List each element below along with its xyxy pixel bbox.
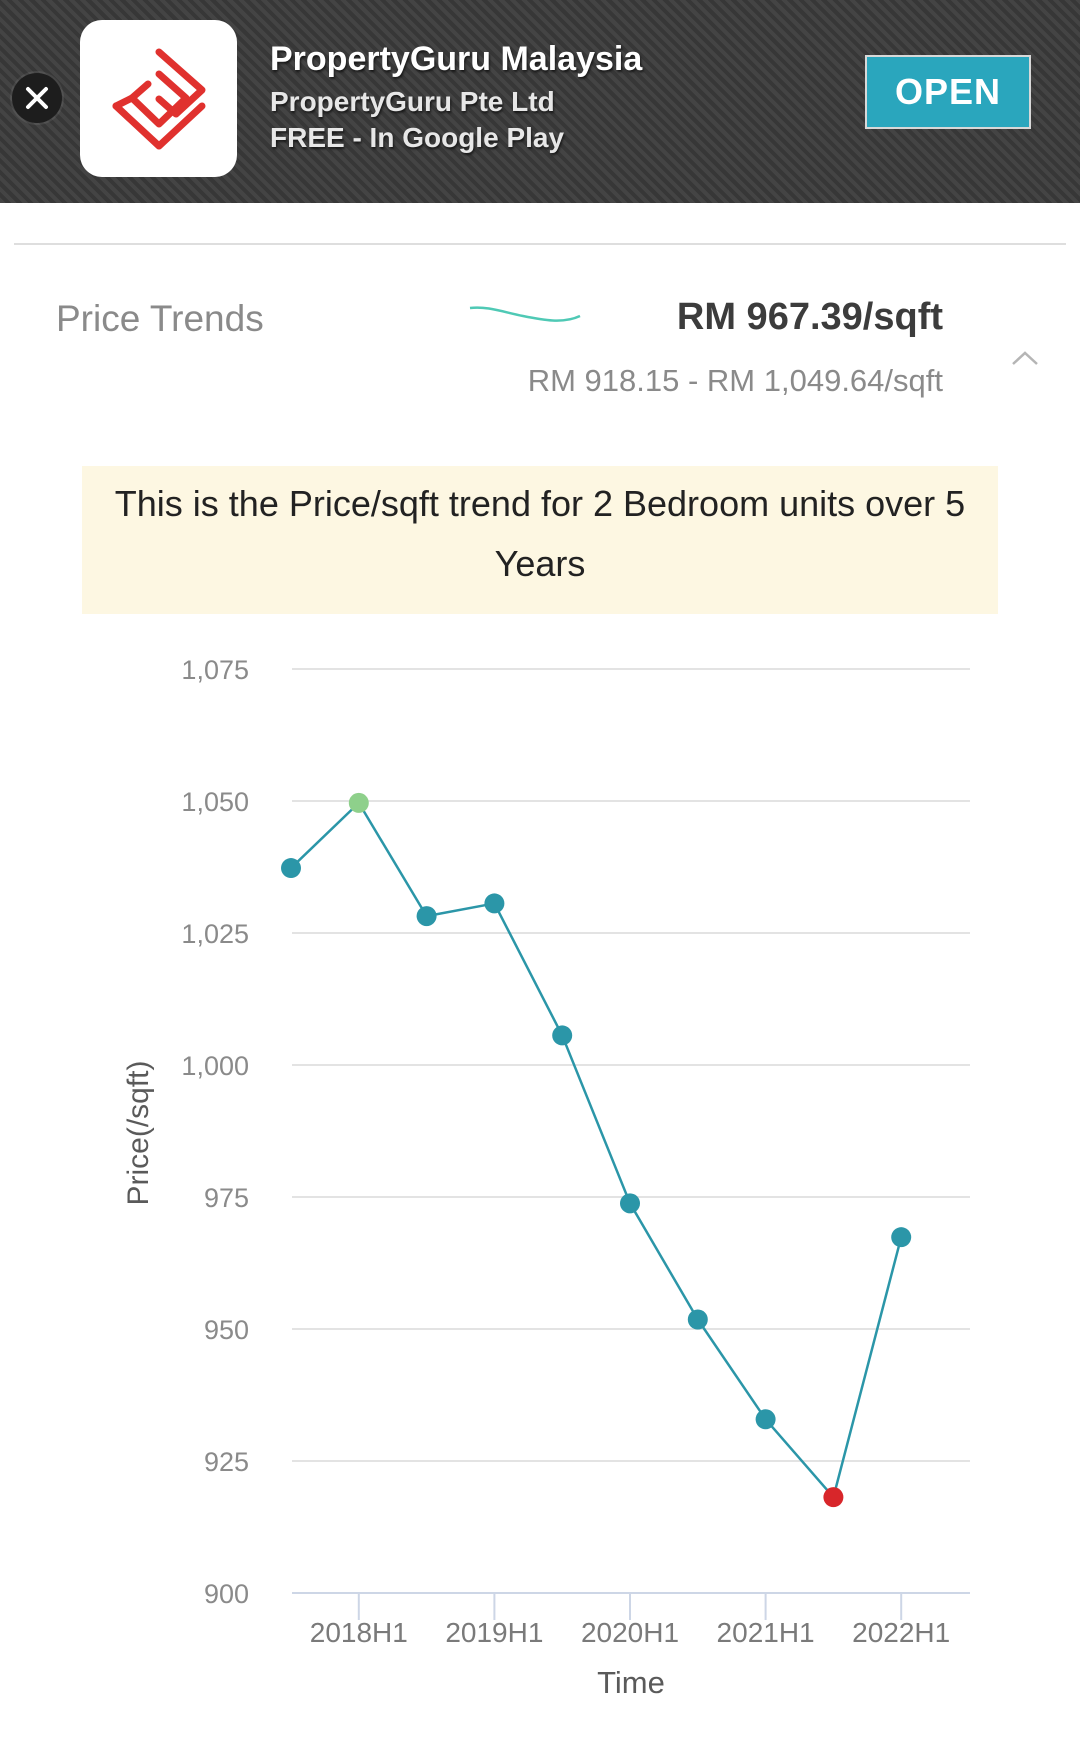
price-range: RM 918.15 - RM 1,049.64/sqft [527, 363, 943, 398]
y-tick-label: 1,025 [181, 919, 249, 949]
current-price-value: RM 967.39/sqft [676, 296, 943, 338]
chevron-up-icon [1012, 351, 1038, 365]
trend-info-text: This is the Price/sqft trend for 2 Bedro… [114, 483, 966, 584]
trend-info-box: This is the Price/sqft trend for 2 Bedro… [82, 466, 998, 614]
y-tick-label: 1,000 [181, 1051, 249, 1081]
chart-grid [292, 668, 970, 1462]
x-tick-label: 2022H1 [852, 1617, 950, 1648]
data-point[interactable] [687, 1309, 708, 1330]
y-tick-label: 925 [204, 1447, 249, 1477]
collapse-button[interactable] [1010, 348, 1040, 373]
section-divider [14, 243, 1066, 245]
open-app-button[interactable]: OPEN [865, 55, 1031, 129]
x-axis-title: Time [597, 1665, 665, 1700]
data-point[interactable] [755, 1409, 776, 1430]
data-point[interactable] [416, 906, 437, 927]
data-point[interactable] [552, 1025, 573, 1046]
y-tick-label: 975 [204, 1183, 249, 1213]
propertyguru-logo-icon [112, 48, 205, 149]
app-name: PropertyGuru Malaysia [270, 40, 643, 78]
close-banner-button[interactable] [12, 73, 62, 123]
data-point[interactable] [620, 1193, 640, 1214]
max-data-point[interactable] [348, 792, 369, 813]
app-install-banner: PropertyGuru Malaysia PropertyGuru Pte L… [0, 0, 1080, 203]
x-tick-label: 2021H1 [717, 1617, 815, 1648]
chart-axes: 900 925 950 975 1,000 1,025 1,050 1,075 2018H1 20… [181, 655, 970, 1648]
y-tick-label: 950 [204, 1315, 249, 1345]
series-line [290, 801, 903, 1499]
min-data-point[interactable] [823, 1487, 844, 1508]
chart-series [281, 792, 912, 1508]
app-icon[interactable] [80, 20, 237, 177]
price-trends-label: Price Trends [56, 298, 264, 339]
y-tick-label: 1,050 [181, 787, 249, 817]
x-tick-label: 2018H1 [310, 1617, 408, 1648]
y-axis-title: Price(/sqft) [122, 1060, 155, 1205]
app-store-info: FREE - In Google Play [270, 122, 565, 153]
price-trend-sparkline [469, 306, 581, 322]
close-icon [26, 87, 48, 109]
x-tick-label: 2019H1 [445, 1617, 543, 1648]
app-publisher: PropertyGuru Pte Ltd [270, 86, 555, 117]
price-trend-chart: 900 925 950 975 1,000 1,025 1,050 1,075 2018H1 20… [122, 655, 970, 1700]
y-tick-label: 1,075 [181, 655, 249, 685]
y-tick-label: 900 [204, 1579, 249, 1609]
data-point[interactable] [891, 1227, 912, 1248]
x-tick-label: 2020H1 [581, 1617, 679, 1648]
data-point[interactable] [484, 893, 505, 914]
data-point[interactable] [281, 858, 301, 879]
